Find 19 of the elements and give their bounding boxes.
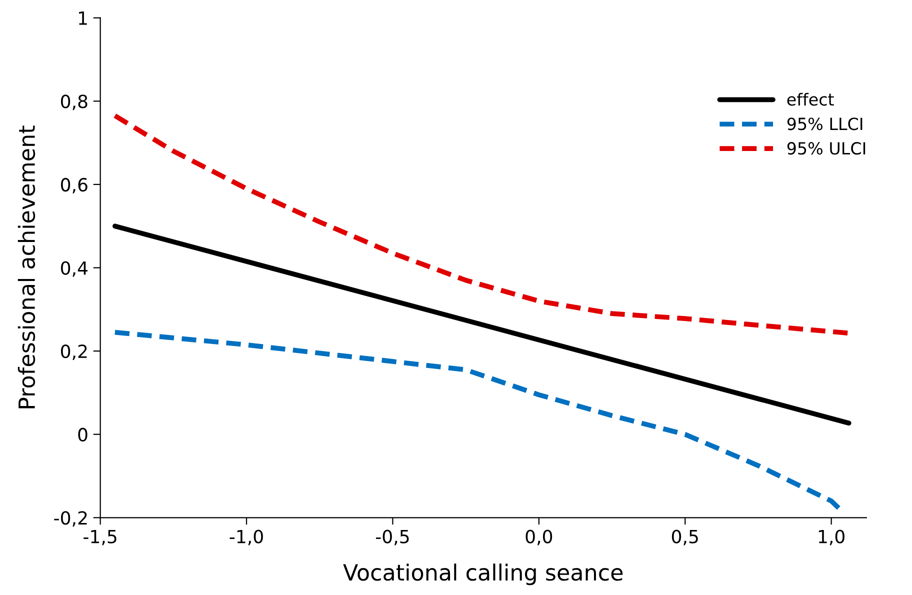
y-tick-label: 0,4 [60,261,88,277]
x-tick-label: 1,0 [818,530,844,546]
x-tick-label: -1,5 [84,530,116,546]
legend-label: effect [787,92,834,106]
y-tick-label: 0 [78,428,88,442]
y-tick-label: 0,8 [60,94,88,110]
y-tick-label: 0,2 [60,344,87,360]
x-tick-label: 0,0 [526,530,552,546]
x-tick-label: -0,5 [376,530,409,546]
line-series [112,330,843,512]
y-tick-label: 0,6 [60,178,88,194]
x-tick-label: -1,0 [230,530,263,546]
x-tick-label: 0,5 [672,530,698,546]
legend-label: 95% LLCI [787,118,862,130]
legend-label: 95% ULCI [787,142,866,155]
x-axis-title: Vocational calling seance [343,564,623,586]
y-tick-label: 1 [79,12,87,25]
y-axis-title: Professional achievement [18,126,36,408]
y-tick-label: -0,2 [54,511,87,527]
